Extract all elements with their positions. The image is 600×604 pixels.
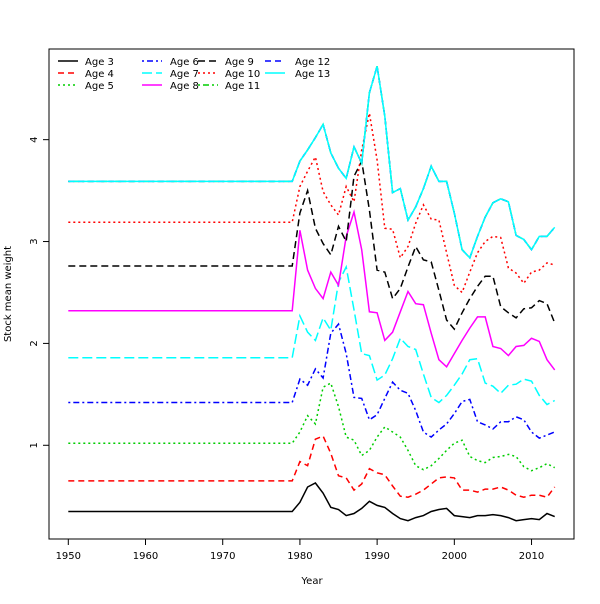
legend-item-age-3: Age 3 (58, 57, 114, 68)
x-tick-label: 1980 (287, 551, 312, 562)
series-line-age-7 (68, 264, 556, 406)
legend-label: Age 4 (85, 69, 114, 80)
legend-item-age-7: Age 7 (142, 69, 199, 80)
legend-item-age-13: Age 13 (265, 69, 330, 80)
legend-label: Age 7 (170, 69, 199, 80)
legend-item-age-4: Age 4 (58, 69, 114, 80)
legend-item-age-6: Age 6 (142, 57, 199, 68)
series-line-age-13 (68, 66, 556, 260)
series-line-age-3 (68, 482, 555, 522)
legend-item-age-8: Age 8 (142, 81, 199, 92)
legend-label: Age 3 (85, 57, 114, 68)
legend-label: Age 9 (225, 57, 254, 68)
y-tick-label: 4 (29, 136, 40, 142)
y-tick-label: 3 (29, 238, 40, 244)
series-line-age-5 (68, 382, 556, 472)
x-tick-label: 1990 (364, 551, 389, 562)
plot-frame (48, 48, 575, 540)
series-line-age-10 (68, 113, 555, 294)
x-tick-label: 1960 (133, 551, 158, 562)
x-tick-label: 1970 (210, 551, 235, 562)
x-tick-label: 2000 (442, 551, 467, 562)
legend-item-age-11: Age 11 (198, 81, 260, 92)
legend-label: Age 11 (225, 81, 260, 92)
x-tick-label: 2010 (519, 551, 544, 562)
y-tick-label: 2 (29, 340, 40, 346)
legend-label: Age 10 (225, 69, 260, 80)
legend-label: Age 12 (295, 57, 330, 68)
series-line-age-6 (68, 322, 555, 439)
legend-label: Age 5 (85, 81, 114, 92)
series-layer (68, 66, 556, 522)
series-line-age-8 (68, 209, 556, 371)
series-line-age-4 (68, 435, 556, 499)
axis-layer: 1950 1960 1970 1980 1990 2000 2010 1 2 3 4 (29, 136, 544, 562)
legend-label: Age 6 (170, 57, 199, 68)
y-tick-label: 1 (29, 442, 40, 448)
series-line-age-12 (68, 66, 556, 260)
series-line-age-9 (68, 158, 556, 331)
legend-label: Age 13 (295, 69, 330, 80)
series-line-age-11 (68, 66, 556, 260)
legend-label: Age 8 (170, 81, 199, 92)
legend-item-age-5: Age 5 (58, 81, 114, 92)
x-axis-label: Year (300, 576, 323, 587)
x-tick-label: 1950 (56, 551, 81, 562)
y-axis-label: Stock mean weight (3, 246, 14, 342)
legend-item-age-10: Age 10 (198, 69, 260, 80)
legend-item-age-12: Age 12 (265, 57, 330, 68)
legend-item-age-9: Age 9 (198, 57, 254, 68)
